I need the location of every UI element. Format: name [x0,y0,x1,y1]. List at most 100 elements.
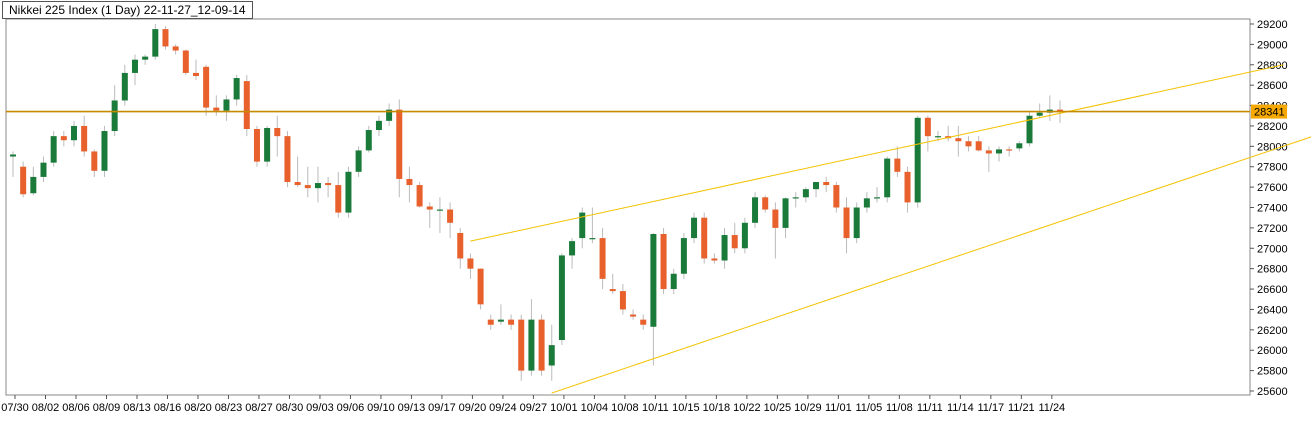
candle-up [1026,115,1033,144]
candle-down [294,182,301,186]
x-tick-label: 08/30 [276,402,304,414]
x-tick-label: 10/25 [764,402,792,414]
candle-up [223,99,230,111]
candle-up [111,100,118,132]
candle-up [569,241,576,256]
candle-up [721,235,728,261]
y-tick-label: 27000 [1257,243,1288,255]
candle-down [396,109,403,179]
candle-up [589,238,596,240]
candle-up [40,162,47,177]
x-tick-label: 08/06 [62,402,90,414]
candle-down [325,183,332,186]
candle-down [81,125,88,152]
x-tick-label: 08/16 [154,402,182,414]
x-tick-label: 10/08 [611,402,639,414]
candle-up [345,171,352,213]
candle-down [630,314,637,317]
y-tick-label: 26800 [1257,264,1288,276]
x-tick-label: 11/01 [825,402,852,414]
candle-down [711,258,718,261]
candle-down [924,117,931,137]
candle-up [558,255,565,341]
candle-up [264,127,271,162]
candle-up [365,130,372,151]
candle-down [426,206,433,210]
candle-up [752,197,759,223]
y-tick-label: 25800 [1257,366,1288,378]
candle-down [833,185,840,208]
trendline [470,64,1284,242]
candle-up [355,150,362,172]
candle-down [274,127,281,137]
y-tick-label: 25600 [1257,386,1288,398]
candle-down [304,185,311,189]
candle-down [904,171,911,203]
candle-up [1016,143,1023,149]
candle-up [10,154,16,157]
candle-down [508,319,515,325]
y-tick-label: 29000 [1257,39,1288,51]
candle-down [1056,109,1063,112]
x-tick-label: 11/08 [886,402,913,414]
candle-up [782,198,789,228]
x-tick-label: 08/20 [184,402,212,414]
candle-up [802,189,809,198]
candle-up [386,109,393,121]
y-tick-label: 27600 [1257,182,1288,194]
candle-up [884,158,891,198]
candle-down [1006,149,1013,151]
candle-up [853,207,860,239]
candle-down [772,209,779,228]
candle-up [233,78,240,100]
x-tick-label: 08/13 [123,402,151,414]
x-tick-label: 09/13 [398,402,426,414]
candle-down [60,136,67,141]
candle-up [741,222,748,249]
x-tick-label: 11/05 [856,402,883,414]
candle-up [914,117,921,203]
candle-up [70,125,77,141]
candle-down [335,185,342,213]
candle-down [416,185,423,207]
candle-up [548,345,555,366]
candle-up [680,238,687,274]
candle-up [101,131,108,171]
candle-down [640,319,647,325]
x-tick-label: 09/27 [520,402,548,414]
y-tick-label: 26200 [1257,325,1288,337]
candle-down [965,141,972,147]
candle-down [955,138,962,142]
y-tick-label: 26000 [1257,345,1288,357]
candle-down [203,66,210,108]
candle-down [243,81,250,130]
candle-down [599,238,606,279]
last-price-label: 28341 [1254,107,1285,119]
candle-up [497,319,504,322]
chart-title: Nikkei 225 Index (1 Day) 22-11-27_12-09-… [2,1,253,19]
candle-down [172,46,179,51]
candle-up [996,149,1003,154]
candle-down [253,129,260,162]
candle-up [30,176,37,194]
candle-up [650,234,657,327]
x-tick-label: 10/18 [703,402,731,414]
candle-up [935,136,942,138]
candle-down [823,182,830,186]
candle-down [182,50,189,73]
x-tick-label: 10/15 [672,402,700,414]
candle-down [213,107,220,111]
candle-down [619,291,626,310]
y-tick-label: 27800 [1257,162,1288,174]
candle-up [375,120,382,131]
y-tick-label: 28200 [1257,121,1288,133]
y-tick-label: 28600 [1257,80,1288,92]
candle-down [538,319,545,371]
x-tick-label: 11/24 [1038,402,1065,414]
x-tick-label: 08/23 [215,402,243,414]
y-tick-label: 29200 [1257,19,1288,31]
candle-down [975,141,982,151]
x-tick-label: 11/14 [947,402,974,414]
candle-down [91,151,98,171]
candle-down [518,319,525,371]
